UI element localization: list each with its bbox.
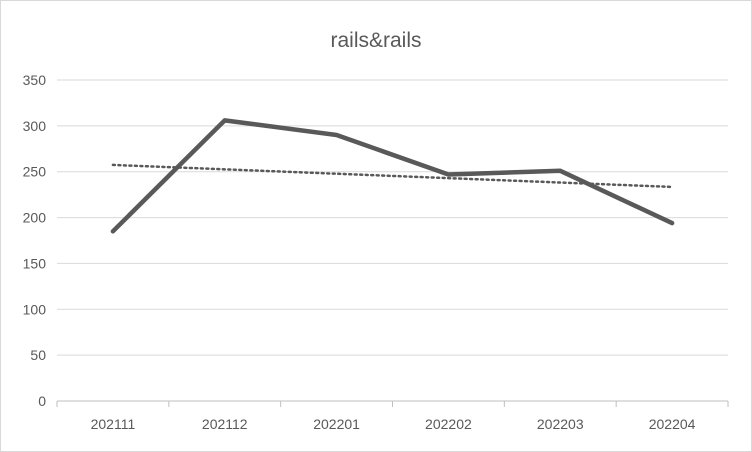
- gridlines: [57, 79, 728, 356]
- trendline-line: [111, 163, 674, 189]
- x-tick-label: 202202: [425, 416, 472, 432]
- y-tick-label: 50: [30, 347, 46, 363]
- y-axis-tick-labels: 0 50 100 150 200 250 300 350: [23, 72, 47, 409]
- x-tick-label: 202204: [649, 416, 696, 432]
- y-tick-label: 0: [38, 393, 46, 409]
- y-tick-label: 200: [23, 210, 47, 226]
- x-axis-tick-labels: 202111 202112 202201 202202 202203 202204: [91, 416, 696, 432]
- series-line: [110, 118, 675, 234]
- y-tick-label: 150: [23, 255, 47, 271]
- trendline: [111, 163, 674, 189]
- x-tick-label: 202112: [202, 416, 248, 432]
- y-tick-label: 250: [23, 164, 47, 180]
- x-axis: [56, 400, 729, 407]
- x-tick-label: 202203: [537, 416, 584, 432]
- x-tick-label: 202201: [313, 416, 360, 432]
- series-lines: [110, 118, 675, 234]
- y-tick-label: 350: [23, 72, 47, 88]
- y-tick-label: 300: [23, 118, 47, 134]
- chart-title: rails&rails: [330, 29, 422, 52]
- y-tick-label: 100: [23, 301, 47, 317]
- x-tick-label: 202111: [91, 416, 136, 432]
